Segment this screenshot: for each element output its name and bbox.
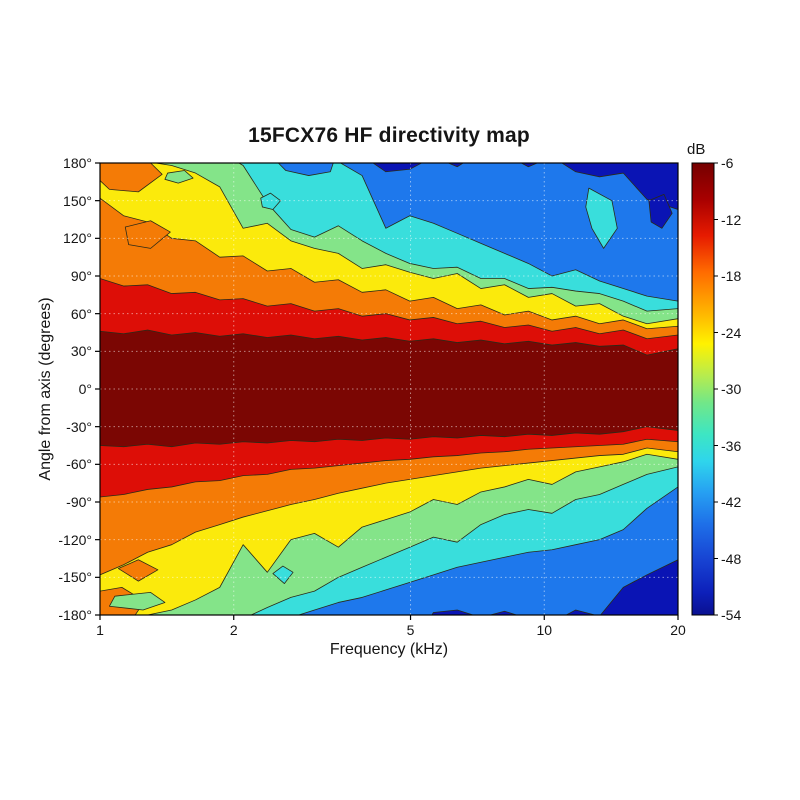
band-fill--12dB <box>100 329 678 448</box>
x-tick-label: 20 <box>670 622 686 638</box>
colorbar-tick-label: -18 <box>721 268 742 284</box>
y-tick-label: 150° <box>63 192 92 209</box>
x-tick-label: 1 <box>96 622 104 638</box>
y-tick-label: 180° <box>63 155 92 171</box>
colorbar-tick-label: -12 <box>721 211 742 228</box>
y-tick-label: -30° <box>66 418 92 435</box>
colorbar-tick-label: -48 <box>721 550 742 567</box>
chart-title: 15FCX76 HF directivity map <box>248 124 530 147</box>
colorbar-tick-label: -42 <box>721 494 742 510</box>
colorbar-tick-label: -24 <box>721 324 742 341</box>
y-tick-label: -90° <box>66 494 92 510</box>
contour-island-4 <box>260 192 282 210</box>
y-tick-label: -60° <box>66 456 92 473</box>
contour-island-1 <box>164 170 194 184</box>
colorbar-ticks <box>714 162 718 616</box>
colorbar-unit-label: dB <box>687 141 706 158</box>
contour-island-3 <box>124 220 171 249</box>
x-axis-label: Frequency (kHz) <box>329 641 449 658</box>
contour-island-8 <box>109 592 166 611</box>
colorbar <box>691 162 715 616</box>
contour-island-11 <box>648 193 673 229</box>
band-fill-navy-upper <box>372 163 678 210</box>
y-tick-label: 0° <box>78 381 92 397</box>
y-tick-label: 30° <box>70 343 92 360</box>
x-tick-label: 5 <box>406 622 415 638</box>
colorbar-tick-label: -54 <box>721 607 742 623</box>
y-tick-label: 60° <box>70 305 92 322</box>
colorbar-tick-label: -30 <box>721 381 742 397</box>
y-tick-label: 90° <box>70 268 92 284</box>
colorbar-tick-label: -36 <box>721 437 742 454</box>
y-tick-label: 120° <box>63 230 92 247</box>
y-tick-label: -120° <box>58 531 92 548</box>
y-tick-label: -150° <box>58 569 92 586</box>
colorbar-tick-label: -6 <box>721 155 734 171</box>
contour-island-5 <box>277 163 334 176</box>
y-tick-label: -180° <box>58 607 92 623</box>
axis-ticks <box>95 162 679 620</box>
band-fill-navy-lower <box>431 559 678 615</box>
x-tick-label: 2 <box>229 622 238 638</box>
contour-island-2 <box>100 163 163 193</box>
contour-island-9 <box>272 565 294 585</box>
contour-island-10 <box>585 187 618 249</box>
x-tick-label: 10 <box>536 622 553 638</box>
